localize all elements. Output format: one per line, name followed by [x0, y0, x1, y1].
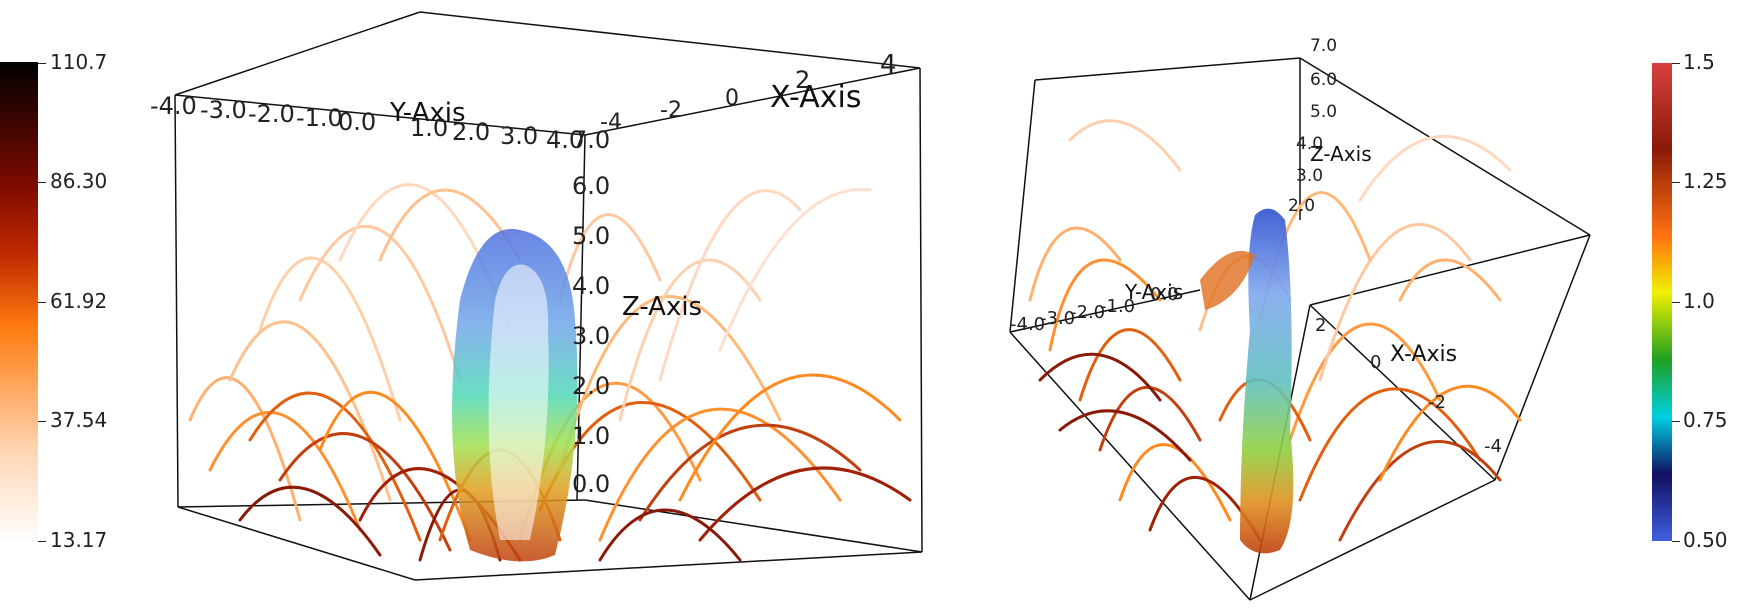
left-z-axis-title: Z-Axis: [622, 292, 703, 322]
right-y-tick: -1.0: [1100, 296, 1136, 317]
right-x-tick: -4: [1484, 436, 1502, 457]
left-y-tick: 2.0: [452, 118, 491, 146]
left-y-tick: 0.0: [338, 108, 377, 136]
right-colorbar-tick: 0.75: [1683, 408, 1728, 432]
left-x-tick: 2: [795, 66, 811, 94]
right-z-tick: 6.0: [1310, 70, 1338, 90]
left-z-tick: 2.0: [572, 372, 611, 400]
left-x-tick: 4: [880, 50, 897, 80]
right-y-tick: 0.0: [1150, 284, 1179, 305]
left-y-tick: -3.0: [200, 96, 247, 124]
right-z-tick: 2.0: [1288, 196, 1316, 216]
right-y-tick: -4.0: [1010, 314, 1046, 335]
left-z-tick: 7.0: [572, 126, 611, 154]
right-y-tick: -3.0: [1040, 308, 1076, 329]
right-colorbar-tick-max: 1.5: [1683, 50, 1715, 74]
left-colorbar-tick: 86.30: [50, 169, 108, 193]
right-z-axis-title: Z-Axis: [1310, 142, 1372, 166]
right-z-tick: 4.0: [1296, 134, 1324, 154]
left-y-tick: -4.0: [150, 92, 197, 120]
left-y-tick: 3.0: [500, 122, 539, 150]
left-x-tick: -2: [660, 98, 682, 123]
right-x-tick: 2: [1315, 315, 1327, 336]
left-y-axis-title: Y-Axis: [390, 98, 466, 128]
left-z-tick: 1.0: [572, 422, 611, 450]
right-y-axis-title: Y-Axis: [1125, 280, 1184, 304]
left-y-tick: 1.0: [410, 114, 449, 142]
right-z-tick: 3.0: [1296, 166, 1324, 186]
left-z-tick: 3.0: [572, 322, 611, 350]
left-colorbar-tick-min: 13.17: [50, 528, 108, 552]
right-z-tick: 5.0: [1310, 102, 1338, 122]
right-y-tick: -2.0: [1070, 302, 1106, 323]
left-x-tick: 0: [725, 86, 739, 111]
right-x-axis-title: X-Axis: [1390, 342, 1458, 367]
right-flux-tube: [1240, 208, 1294, 554]
left-x-axis-title: X-Axis: [770, 80, 862, 115]
right-colorbar-tick-min: 0.50: [1683, 528, 1728, 552]
left-z-tick: 4.0: [572, 272, 611, 300]
left-colorbar-tick: 37.54: [50, 408, 108, 432]
right-colorbar-gradient: [1652, 63, 1672, 541]
left-colorbar-gradient: [0, 62, 38, 542]
right-colorbar-tick: 1.0: [1683, 289, 1715, 313]
right-bounding-box: [1009, 57, 1591, 601]
left-x-tick: -4: [600, 110, 622, 135]
left-y-tick: -1.0: [296, 104, 343, 132]
right-z-tick: 7.0: [1310, 36, 1338, 56]
left-y-tick: 4.0: [546, 126, 585, 154]
left-z-tick: 0.0: [572, 470, 611, 498]
left-z-tick: 6.0: [572, 172, 611, 200]
right-x-tick: -2: [1428, 392, 1446, 413]
left-colorbar-tick-max: 110.7: [50, 50, 108, 74]
right-colorbar-tick: 1.25: [1683, 169, 1728, 193]
left-colorbar-tick: 61.92: [50, 289, 108, 313]
left-z-tick: 5.0: [572, 222, 611, 250]
left-y-tick: -2.0: [248, 100, 295, 128]
right-x-tick: 0: [1370, 352, 1382, 373]
